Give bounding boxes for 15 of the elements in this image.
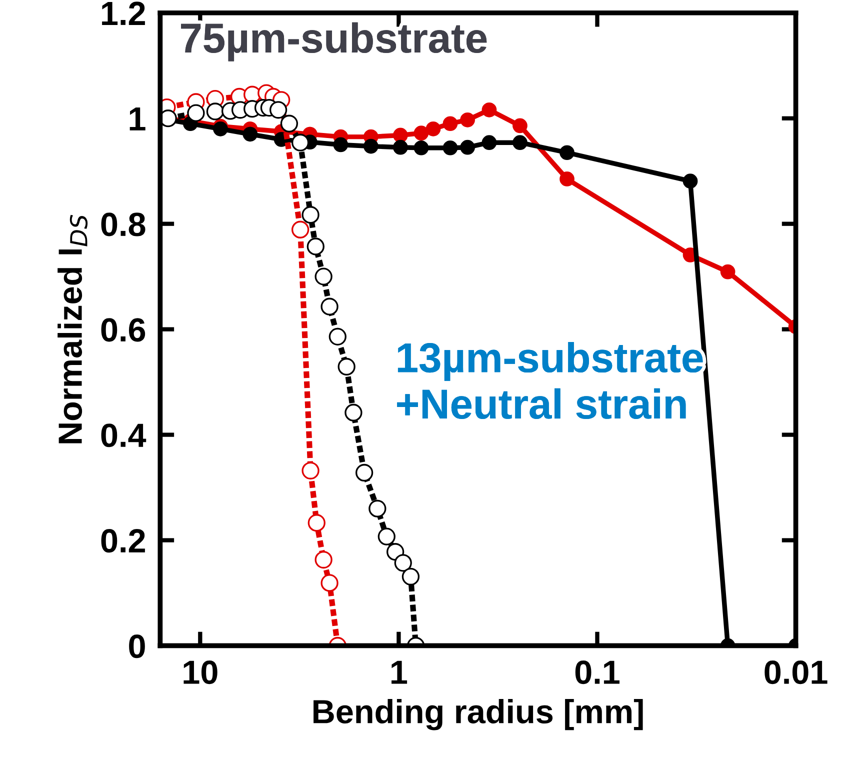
annotation: 13µm-substrate +Neutral strain	[397, 342, 703, 419]
y-tick-label: 0.2	[101, 529, 145, 553]
annotation: 75µm-substrate	[181, 22, 487, 62]
y-axis-title: Normalized I$_{DS}$	[58, 214, 88, 444]
y-tick-label: 1.2	[102, 2, 145, 25]
y-tick-label: 0	[129, 634, 145, 658]
y-tick-label: 0.8	[101, 212, 146, 236]
x-axis-title: Bending radius [mm]	[314, 699, 643, 730]
x-tick-label: 0.01	[764, 660, 828, 684]
x-tick-label: 10	[184, 660, 218, 684]
x-tick-label: 0.1	[575, 660, 620, 684]
y-tick-label: 0.6	[101, 318, 146, 342]
x-tick-label: 1	[392, 660, 408, 684]
y-tick-label: 1	[130, 107, 146, 130]
y-tick-label: 0.4	[101, 424, 146, 448]
